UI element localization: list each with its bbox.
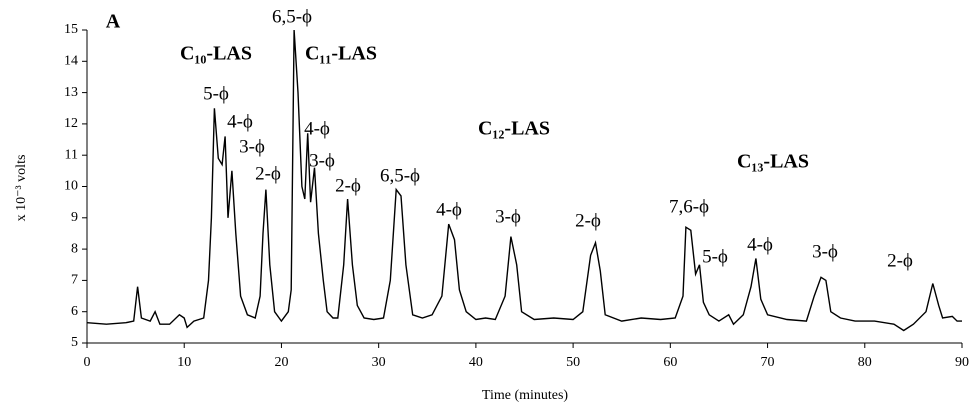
y-tick-label: 11 — [65, 147, 78, 162]
x-tick-label: 30 — [372, 355, 386, 370]
trace — [86, 29, 962, 332]
annotation: 2-ϕ — [887, 250, 913, 271]
annotation: 4-ϕ — [747, 234, 773, 255]
y-tick-label: 5 — [71, 335, 78, 350]
y-tick-label: 10 — [64, 179, 78, 194]
x-tick-label: 80 — [858, 355, 872, 370]
annotation: 2-ϕ — [575, 210, 601, 231]
annotation: 5-ϕ — [702, 246, 728, 267]
annotation: 3-ϕ — [812, 241, 838, 262]
annotation: 3-ϕ — [495, 206, 521, 227]
y-tick-label: 13 — [64, 85, 78, 100]
annotation: 6,5-ϕ — [380, 165, 420, 186]
y-tick-label: 8 — [71, 241, 78, 256]
y-axis-label: x 10⁻³ volts — [14, 155, 29, 222]
annotation: 4-ϕ — [304, 118, 330, 139]
x-tick-label: 70 — [761, 355, 775, 370]
annotation: 4-ϕ — [227, 111, 253, 132]
y-tick-label: 6 — [71, 304, 78, 319]
annotation: 6,5-ϕ — [272, 6, 312, 27]
x-tick-label: 0 — [84, 355, 91, 370]
annotation: C₁₀-LAS — [180, 43, 252, 65]
x-axis-label: Time (minutes) — [482, 388, 569, 403]
annotation: 3-ϕ — [239, 136, 265, 157]
y-tick-label: 7 — [71, 273, 78, 288]
annotation: 7,6-ϕ — [669, 196, 709, 217]
annotation: C₁₂-LAS — [478, 118, 550, 140]
annotation: C₁₁-LAS — [305, 43, 377, 65]
x-tick-label: 50 — [566, 355, 580, 370]
y-tick-label: 9 — [71, 210, 78, 225]
x-tick-label: 10 — [177, 355, 191, 370]
annotation: C₁₃-LAS — [737, 151, 809, 173]
annotation: 3-ϕ — [309, 150, 335, 171]
y-tick-label: 12 — [64, 116, 78, 131]
annotation: A — [106, 11, 121, 33]
annotation: 2-ϕ — [255, 163, 281, 184]
x-tick-label: 20 — [274, 355, 288, 370]
y-tick-label: 15 — [64, 22, 78, 37]
annotation: 4-ϕ — [436, 199, 462, 220]
annotation: 5-ϕ — [203, 83, 229, 104]
y-tick-label: 14 — [64, 54, 78, 69]
x-tick-label: 90 — [955, 355, 969, 370]
x-tick-label: 60 — [663, 355, 677, 370]
x-tick-label: 40 — [469, 355, 483, 370]
annotation: 2-ϕ — [335, 175, 361, 196]
